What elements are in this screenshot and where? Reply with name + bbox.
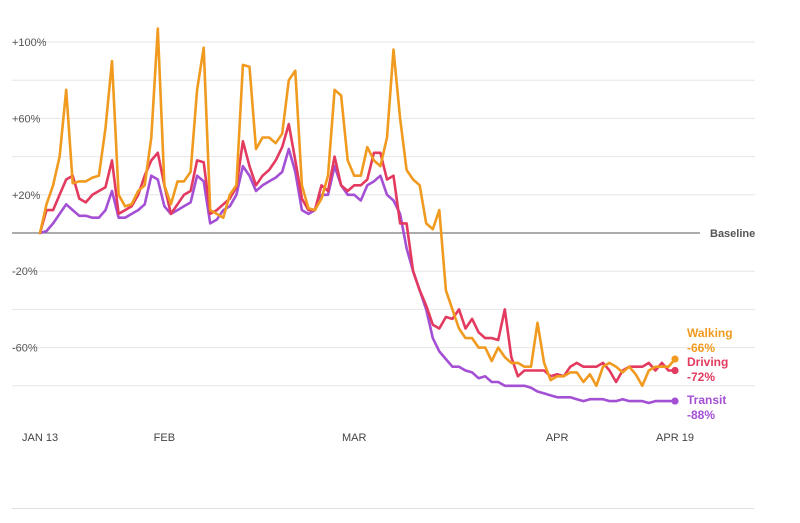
series-line-transit [38, 147, 677, 405]
x-tick-label: APR 19 [656, 432, 694, 444]
x-tick-label: JAN 13 [22, 432, 58, 444]
x-tick-label: APR [546, 432, 569, 444]
series-value-label: -66% [687, 341, 715, 355]
y-tick-label: +60% [12, 113, 41, 125]
series-name-label: Walking [687, 326, 733, 340]
series-end-marker-driving [671, 366, 679, 375]
series-value-label: -72% [687, 370, 715, 384]
series-end-labels: Walking-66%Driving-72% Transit-88% [687, 326, 733, 422]
series-name-label: Transit [687, 393, 726, 407]
y-tick-label: +100% [12, 37, 47, 49]
y-tick-label: -60% [12, 343, 38, 355]
y-tick-label: +20% [12, 190, 41, 202]
baseline-label: Baseline [710, 228, 755, 240]
series-name-label: Driving [687, 355, 728, 369]
series-line-driving [38, 122, 677, 384]
series-value-label: -88% [687, 408, 715, 422]
series-line-walking [38, 27, 677, 388]
x-axis-tick-labels: JAN 13 FEB MAR APR APR 19 [22, 432, 694, 444]
x-tick-label: FEB [154, 432, 175, 444]
y-tick-label: -20% [12, 266, 38, 278]
series-end-marker-transit [671, 397, 679, 405]
bottom-divider [12, 508, 754, 509]
series-lines [38, 27, 679, 405]
baseline-group: Baseline [12, 228, 755, 240]
y-axis-tick-labels: +100% +60% +20% -20% -60% [12, 37, 47, 355]
x-tick-label: MAR [342, 432, 367, 444]
grid-lines [12, 41, 755, 387]
series-end-marker-walking [671, 355, 679, 363]
